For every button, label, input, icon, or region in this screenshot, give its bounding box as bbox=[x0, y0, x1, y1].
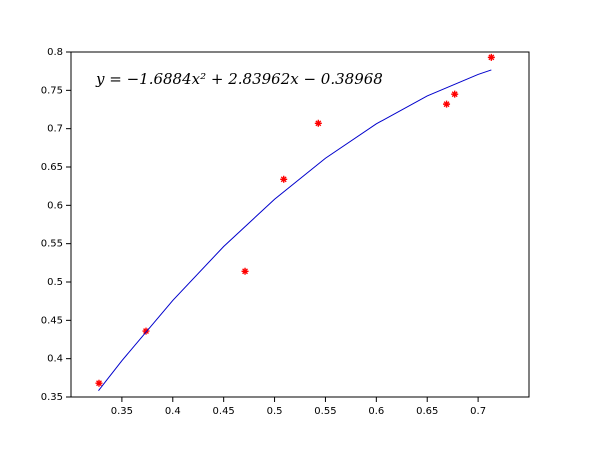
x-tick-label: 0.35 bbox=[111, 406, 133, 417]
y-tick-label: 0.6 bbox=[47, 200, 63, 211]
y-tick-label: 0.7 bbox=[47, 124, 63, 135]
x-tick-label: 0.45 bbox=[213, 406, 235, 417]
data-point bbox=[280, 175, 288, 183]
y-tick-label: 0.5 bbox=[47, 277, 63, 288]
x-tick-label: 0.55 bbox=[314, 406, 336, 417]
plot-frame bbox=[70, 51, 530, 398]
y-tick-label: 0.45 bbox=[41, 315, 63, 326]
annotation: y = −1.6884x² + 2.83962x − 0.38968 bbox=[95, 70, 383, 88]
data-point bbox=[241, 267, 249, 275]
data-point bbox=[443, 100, 451, 108]
y-tick-label: 0.75 bbox=[41, 85, 63, 96]
data-point bbox=[487, 53, 495, 61]
y-tick-label: 0.65 bbox=[41, 162, 63, 173]
y-tick-label: 0.55 bbox=[41, 239, 63, 250]
y-tick-label: 0.4 bbox=[47, 354, 63, 365]
data-point bbox=[142, 327, 150, 335]
x-tick-label: 0.65 bbox=[416, 406, 438, 417]
y-tick-label: 0.35 bbox=[41, 392, 63, 403]
data-point bbox=[314, 119, 322, 127]
x-tick-label: 0.4 bbox=[165, 406, 181, 417]
x-tick-label: 0.7 bbox=[470, 406, 486, 417]
data-point bbox=[95, 379, 103, 387]
x-tick-label: 0.5 bbox=[267, 406, 283, 417]
fit-curve bbox=[98, 69, 492, 391]
data-point bbox=[451, 90, 459, 98]
x-tick-label: 0.6 bbox=[368, 406, 384, 417]
y-tick-label: 0.8 bbox=[47, 47, 63, 58]
